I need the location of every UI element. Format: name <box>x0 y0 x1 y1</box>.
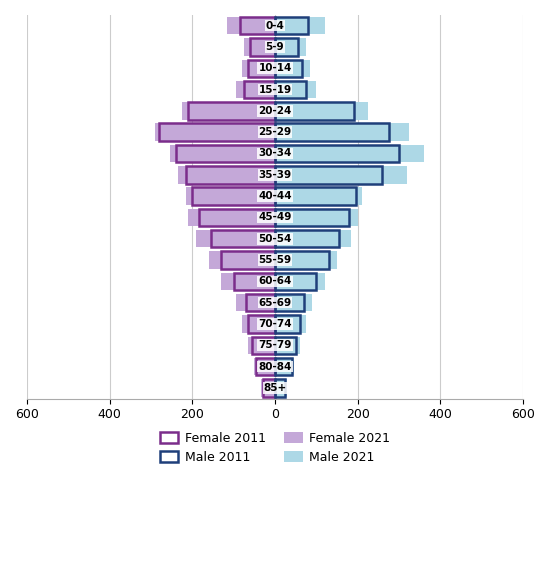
Bar <box>275 145 424 162</box>
Bar <box>188 209 275 226</box>
Bar <box>169 145 275 162</box>
Bar <box>256 358 275 375</box>
Text: 35-39: 35-39 <box>258 170 292 180</box>
Bar <box>188 102 275 119</box>
Bar <box>236 81 275 98</box>
Bar <box>275 123 409 141</box>
Bar <box>261 379 275 397</box>
Bar <box>275 315 300 333</box>
Text: 20-24: 20-24 <box>258 106 292 116</box>
Text: 5-9: 5-9 <box>266 42 284 52</box>
Bar <box>275 145 399 162</box>
Bar <box>211 230 275 247</box>
Bar <box>275 187 356 205</box>
Bar <box>155 123 275 141</box>
Bar <box>275 294 312 311</box>
Text: 25-29: 25-29 <box>258 127 292 137</box>
Bar <box>242 59 275 77</box>
Text: 0-4: 0-4 <box>266 21 284 31</box>
Bar <box>236 294 275 311</box>
Bar <box>275 379 288 397</box>
Bar <box>275 81 306 98</box>
Bar <box>275 102 354 119</box>
Bar <box>275 230 351 247</box>
Bar <box>248 59 275 77</box>
Bar <box>244 38 275 56</box>
Bar <box>192 187 275 205</box>
Bar <box>221 273 275 290</box>
Bar <box>275 209 349 226</box>
Bar <box>275 59 310 77</box>
Bar <box>209 251 275 269</box>
Bar <box>178 166 275 183</box>
Text: 50-54: 50-54 <box>258 234 292 243</box>
Text: 40-44: 40-44 <box>258 191 292 201</box>
Bar <box>248 337 275 354</box>
Bar <box>275 337 296 354</box>
Bar <box>246 294 275 311</box>
Text: 65-69: 65-69 <box>258 298 292 307</box>
Bar <box>221 251 275 269</box>
Text: 10-14: 10-14 <box>258 63 292 73</box>
Bar <box>275 102 368 119</box>
Text: 70-74: 70-74 <box>258 319 292 329</box>
Bar <box>182 102 275 119</box>
Bar <box>275 337 300 354</box>
Bar <box>275 315 306 333</box>
Bar <box>242 315 275 333</box>
Bar <box>275 123 389 141</box>
Bar <box>254 358 275 375</box>
Bar <box>275 17 324 34</box>
Legend: Female 2011, Male 2011, Female 2021, Male 2021: Female 2011, Male 2011, Female 2021, Mal… <box>155 427 395 469</box>
Text: 60-64: 60-64 <box>258 277 292 286</box>
Bar <box>196 230 275 247</box>
Bar <box>275 187 362 205</box>
Bar <box>275 379 285 397</box>
Bar <box>275 358 294 375</box>
Bar <box>275 59 302 77</box>
Bar <box>176 145 275 162</box>
Text: 80-84: 80-84 <box>258 362 292 371</box>
Bar <box>275 209 358 226</box>
Bar <box>275 81 316 98</box>
Bar <box>275 38 298 56</box>
Bar <box>275 294 304 311</box>
Text: 55-59: 55-59 <box>258 255 292 265</box>
Bar <box>275 273 324 290</box>
Bar <box>228 17 275 34</box>
Bar <box>186 187 275 205</box>
Bar <box>275 38 306 56</box>
Bar <box>275 273 316 290</box>
Text: 75-79: 75-79 <box>258 341 292 350</box>
Bar <box>252 337 275 354</box>
Bar <box>250 38 275 56</box>
Bar <box>186 166 275 183</box>
Bar <box>240 17 275 34</box>
Bar <box>275 166 382 183</box>
Bar <box>248 315 275 333</box>
Bar <box>275 251 337 269</box>
Bar <box>275 251 329 269</box>
Bar <box>275 17 308 34</box>
Bar <box>199 209 275 226</box>
Text: 15-19: 15-19 <box>258 85 292 95</box>
Bar <box>275 230 339 247</box>
Text: 30-34: 30-34 <box>258 149 292 159</box>
Text: 45-49: 45-49 <box>258 213 292 222</box>
Text: 85+: 85+ <box>263 383 287 393</box>
Bar <box>275 166 408 183</box>
Bar <box>160 123 275 141</box>
Bar <box>262 379 275 397</box>
Bar <box>234 273 275 290</box>
Bar <box>275 358 292 375</box>
Bar <box>244 81 275 98</box>
